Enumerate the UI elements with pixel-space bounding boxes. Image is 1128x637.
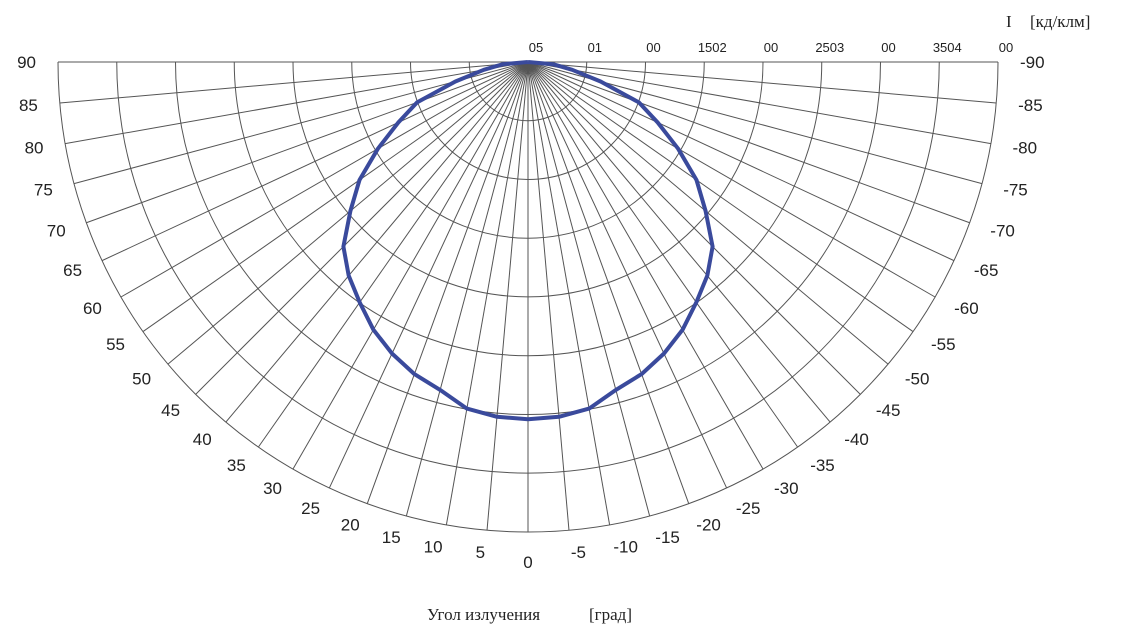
radial-tick-label: 05 [529,40,543,55]
angle-tick-label: 25 [301,499,320,518]
radial-tick-label: 00 [646,40,660,55]
radial-tick-label: 2503 [815,40,844,55]
grid-spoke [366,61,529,504]
angle-unit-label: [град] [589,605,632,624]
angle-tick-label: 75 [34,180,53,199]
angle-tick-label: -75 [1003,180,1028,199]
angle-tick-label: 85 [19,96,38,115]
grid-spoke [527,61,690,504]
angle-tick-label: -45 [876,401,901,420]
grid-spoke [527,61,861,395]
grid-spoke [527,61,798,448]
angle-tick-label: -10 [613,538,638,557]
angle-tick-label: 70 [47,221,66,240]
grid-spoke [101,61,529,262]
angle-tick-label: -15 [655,528,680,547]
grid-spoke [527,61,651,517]
grid-spoke [59,61,529,104]
intensity-curve [341,60,715,422]
angle-tick-label: 5 [476,543,485,562]
angle-tick-label: 60 [83,299,102,318]
grid-spoke [527,61,914,332]
angle-tick-label: 30 [263,479,282,498]
radial-tick-label: 00 [881,40,895,55]
angle-tick-label: 80 [25,138,44,157]
angle-tick-label: -65 [974,261,999,280]
angle-tick-label: -35 [810,456,835,475]
grid-spoke [445,61,529,525]
grid-spoke [120,61,529,298]
grid-spoke [86,61,529,224]
radial-tick-label: 00 [764,40,778,55]
grid-spoke [527,61,611,525]
grid-spoke [328,61,529,489]
angle-tick-label: -90 [1020,53,1045,72]
angle-tick-label: -5 [571,543,586,562]
angle-tick-label: 20 [341,515,360,534]
radial-tick-label: 1502 [698,40,727,55]
angle-tick-label: 65 [63,261,82,280]
angle-tick-label: -80 [1013,138,1038,157]
radial-tick-label: 00 [999,40,1013,55]
polar-grid [57,61,999,533]
intensity-axis-label: I [1006,12,1012,31]
angle-tick-label: 50 [132,369,151,388]
radial-tick-label: 3504 [933,40,962,55]
angle-tick-label: 90 [17,53,36,72]
angle-tick-label: 10 [424,538,443,557]
angle-tick-label: -50 [905,369,930,388]
angle-tick-label: 40 [193,430,212,449]
grid-spoke [527,61,936,298]
grid-spoke [142,61,529,332]
grid-spoke [527,61,997,104]
grid-spoke [527,61,728,489]
grid-spoke [292,61,529,470]
grid-spoke [527,61,764,470]
angle-tick-label: 0 [523,553,532,572]
grid-spoke [527,61,991,145]
intensity-series [341,60,715,422]
angle-tick-label: 15 [382,528,401,547]
angle-tick-label: 55 [106,335,125,354]
grid-spoke [527,61,955,262]
angle-tick-label: -30 [774,479,799,498]
intensity-unit-label: [кд/клм] [1030,12,1090,31]
grid-spoke [527,61,970,224]
angle-tick-label: -20 [696,515,721,534]
grid-spoke [405,61,529,517]
grid-spoke [258,61,529,448]
angle-tick-label: -40 [844,430,869,449]
grid-spoke [527,61,570,531]
angle-axis-label: Угол излучения [427,605,540,624]
grid-spoke [225,61,529,423]
grid-spoke [527,61,831,423]
angle-tick-label: 35 [227,456,246,475]
angle-tick-label: 45 [161,401,180,420]
angle-tick-label: -70 [990,221,1015,240]
angle-tick-label: -25 [736,499,761,518]
angle-tick-label: -55 [931,335,956,354]
grid-spoke [195,61,529,395]
grid-spoke [65,61,529,145]
angle-tick-label: -60 [954,299,979,318]
angle-tick-label: -85 [1018,96,1043,115]
grid-spoke [486,61,529,531]
radial-tick-label: 01 [588,40,602,55]
